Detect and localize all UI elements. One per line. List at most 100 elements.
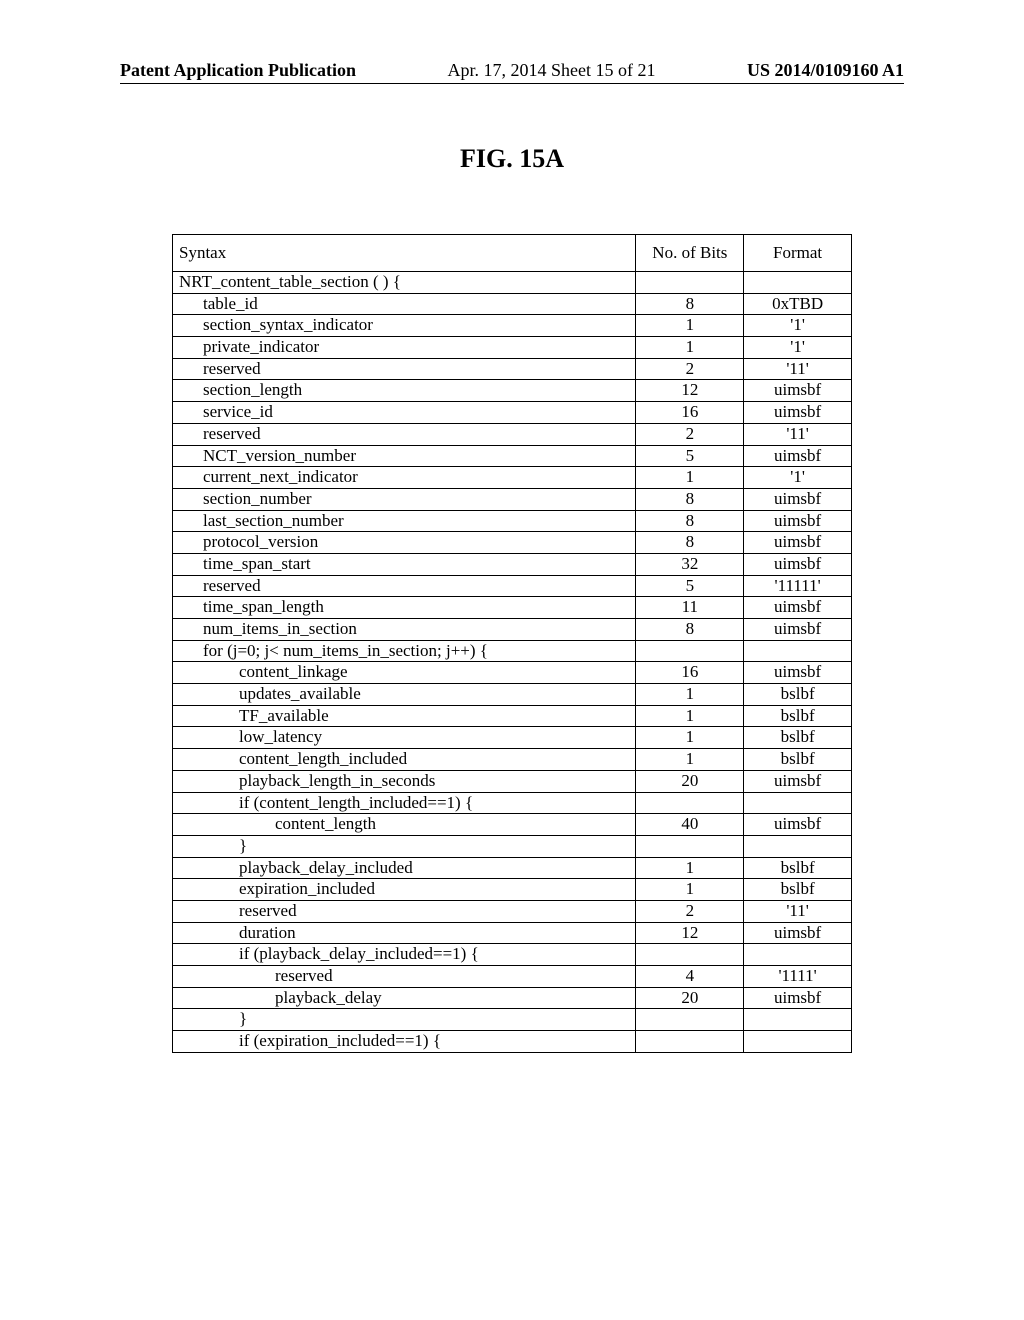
cell-bits: 11: [636, 597, 744, 619]
cell-bits: [636, 272, 744, 294]
cell-bits: 5: [636, 445, 744, 467]
cell-bits: 1: [636, 315, 744, 337]
cell-format: 0xTBD: [744, 293, 852, 315]
cell-bits: 20: [636, 987, 744, 1009]
table-row: section_syntax_indicator1'1': [173, 315, 852, 337]
cell-syntax: for (j=0; j< num_items_in_section; j++) …: [173, 640, 636, 662]
cell-bits: 20: [636, 770, 744, 792]
cell-syntax: low_latency: [173, 727, 636, 749]
cell-bits: 1: [636, 684, 744, 706]
cell-syntax: private_indicator: [173, 337, 636, 359]
cell-syntax: }: [173, 1009, 636, 1031]
cell-format: '1': [744, 337, 852, 359]
page: Patent Application Publication Apr. 17, …: [0, 0, 1024, 1113]
cell-bits: 2: [636, 358, 744, 380]
table-row: section_length12uimsbf: [173, 380, 852, 402]
syntax-table: Syntax No. of Bits Format NRT_content_ta…: [172, 234, 852, 1053]
cell-format: uimsbf: [744, 553, 852, 575]
table-row: content_length_included1bslbf: [173, 749, 852, 771]
table-header-row: Syntax No. of Bits Format: [173, 235, 852, 272]
cell-bits: 8: [636, 510, 744, 532]
cell-bits: 1: [636, 705, 744, 727]
cell-bits: 16: [636, 662, 744, 684]
header-left: Patent Application Publication: [120, 60, 356, 81]
table-row: protocol_version8uimsbf: [173, 532, 852, 554]
cell-syntax: time_span_length: [173, 597, 636, 619]
cell-bits: 40: [636, 814, 744, 836]
header-right: US 2014/0109160 A1: [747, 60, 904, 81]
cell-syntax: if (content_length_included==1) {: [173, 792, 636, 814]
cell-bits: [636, 792, 744, 814]
cell-syntax: playback_length_in_seconds: [173, 770, 636, 792]
cell-format: uimsbf: [744, 532, 852, 554]
col-format: Format: [744, 235, 852, 272]
table-row: playback_length_in_seconds20uimsbf: [173, 770, 852, 792]
cell-bits: 8: [636, 293, 744, 315]
cell-format: uimsbf: [744, 510, 852, 532]
cell-format: uimsbf: [744, 445, 852, 467]
table-row: if (expiration_included==1) {: [173, 1031, 852, 1053]
cell-format: bslbf: [744, 879, 852, 901]
cell-format: uimsbf: [744, 619, 852, 641]
figure-title: FIG. 15A: [120, 144, 904, 174]
cell-format: uimsbf: [744, 922, 852, 944]
cell-format: uimsbf: [744, 597, 852, 619]
cell-syntax: current_next_indicator: [173, 467, 636, 489]
table-row: time_span_start32uimsbf: [173, 553, 852, 575]
header-center: Apr. 17, 2014 Sheet 15 of 21: [448, 60, 656, 81]
cell-format: [744, 792, 852, 814]
cell-syntax: NCT_version_number: [173, 445, 636, 467]
cell-format: [744, 835, 852, 857]
table-row: playback_delay20uimsbf: [173, 987, 852, 1009]
table-row: last_section_number8uimsbf: [173, 510, 852, 532]
cell-bits: [636, 835, 744, 857]
table-row: private_indicator1'1': [173, 337, 852, 359]
cell-syntax: section_number: [173, 488, 636, 510]
cell-format: uimsbf: [744, 380, 852, 402]
cell-syntax: content_linkage: [173, 662, 636, 684]
table-body: NRT_content_table_section ( ) {table_id8…: [173, 272, 852, 1053]
cell-format: '1': [744, 467, 852, 489]
page-header: Patent Application Publication Apr. 17, …: [120, 60, 904, 84]
cell-syntax: playback_delay_included: [173, 857, 636, 879]
cell-bits: [636, 944, 744, 966]
cell-bits: 2: [636, 900, 744, 922]
cell-format: bslbf: [744, 684, 852, 706]
cell-bits: 1: [636, 727, 744, 749]
cell-syntax: expiration_included: [173, 879, 636, 901]
cell-format: '11': [744, 423, 852, 445]
cell-syntax: NRT_content_table_section ( ) {: [173, 272, 636, 294]
cell-bits: 8: [636, 619, 744, 641]
table-row: service_id16uimsbf: [173, 402, 852, 424]
cell-syntax: reserved: [173, 900, 636, 922]
table-row: }: [173, 835, 852, 857]
table-row: time_span_length11uimsbf: [173, 597, 852, 619]
cell-format: bslbf: [744, 749, 852, 771]
cell-bits: 8: [636, 532, 744, 554]
cell-bits: 1: [636, 857, 744, 879]
cell-format: [744, 640, 852, 662]
cell-bits: 4: [636, 966, 744, 988]
cell-syntax: reserved: [173, 358, 636, 380]
cell-syntax: if (playback_delay_included==1) {: [173, 944, 636, 966]
cell-bits: 1: [636, 749, 744, 771]
cell-bits: 1: [636, 467, 744, 489]
cell-bits: 12: [636, 380, 744, 402]
cell-syntax: reserved: [173, 575, 636, 597]
cell-syntax: content_length: [173, 814, 636, 836]
cell-syntax: time_span_start: [173, 553, 636, 575]
table-row: num_items_in_section8uimsbf: [173, 619, 852, 641]
cell-format: '11': [744, 358, 852, 380]
table-row: if (playback_delay_included==1) {: [173, 944, 852, 966]
cell-bits: 2: [636, 423, 744, 445]
table-row: for (j=0; j< num_items_in_section; j++) …: [173, 640, 852, 662]
cell-bits: [636, 1009, 744, 1031]
table-row: content_linkage16uimsbf: [173, 662, 852, 684]
cell-format: uimsbf: [744, 402, 852, 424]
cell-format: '1111': [744, 966, 852, 988]
cell-format: [744, 272, 852, 294]
table-row: updates_available1bslbf: [173, 684, 852, 706]
cell-syntax: duration: [173, 922, 636, 944]
cell-syntax: num_items_in_section: [173, 619, 636, 641]
table-row: reserved2'11': [173, 358, 852, 380]
